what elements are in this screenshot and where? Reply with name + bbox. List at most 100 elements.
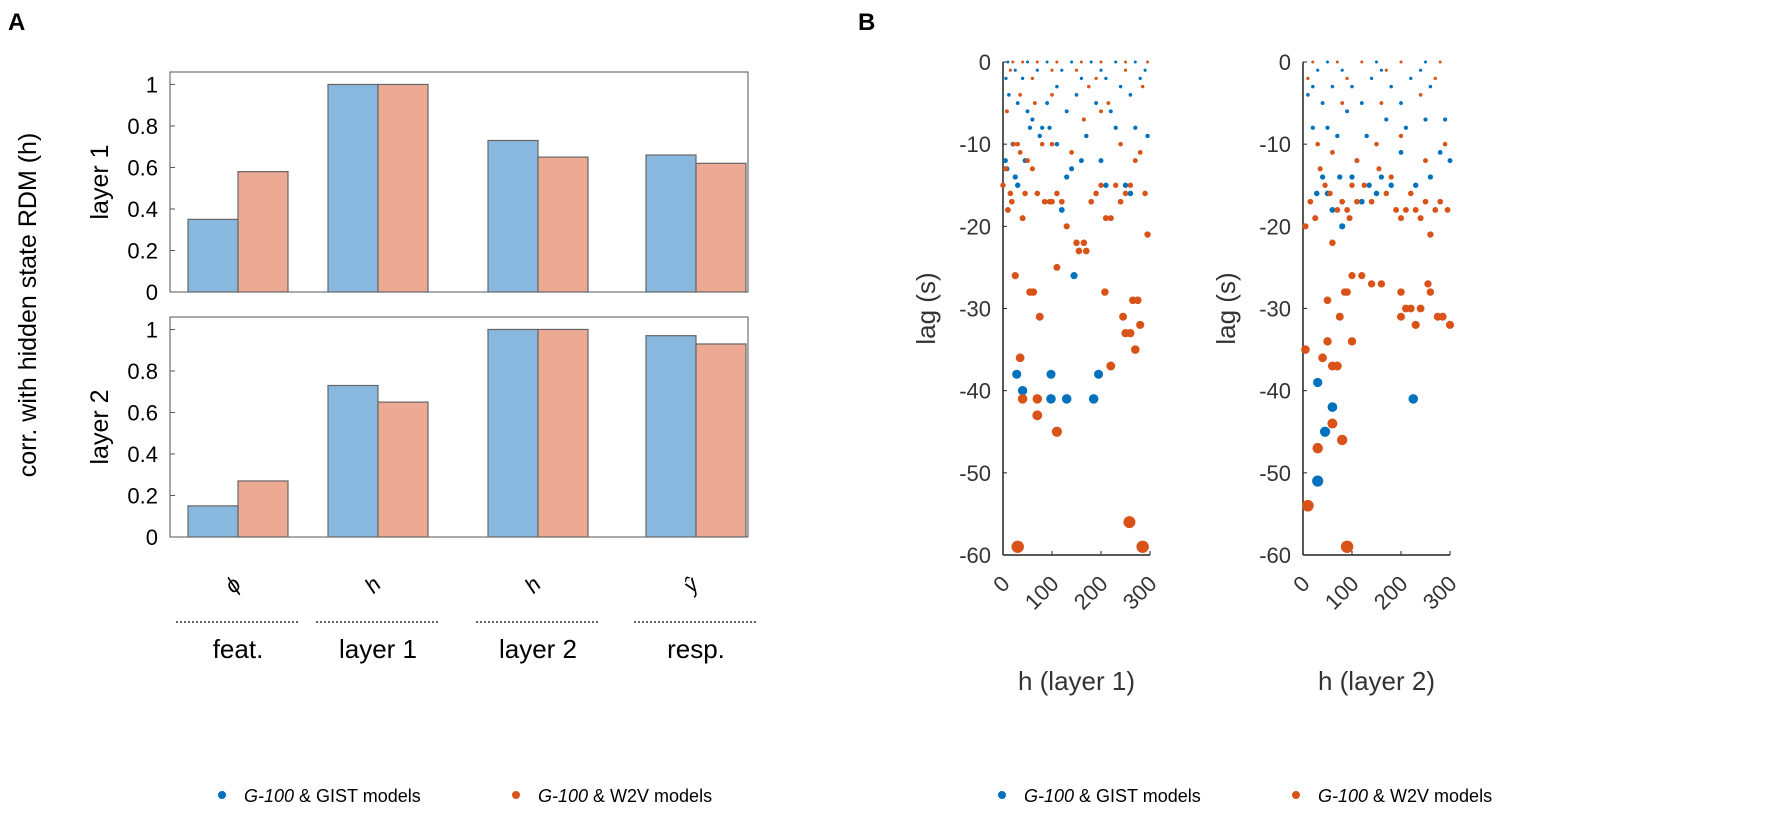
point-gist: [1447, 158, 1453, 164]
point-gist: [1103, 182, 1109, 188]
y-tick-label: 0: [1279, 50, 1291, 75]
point-gist: [1403, 125, 1409, 130]
point-gist: [1007, 93, 1011, 97]
y-tick-label: -60: [1259, 543, 1291, 568]
point-w2v: [1030, 76, 1035, 81]
point-w2v: [1050, 93, 1054, 97]
point-w2v: [1312, 215, 1319, 222]
y-tick-label: -30: [959, 297, 991, 322]
y-tick-label: -10: [959, 132, 991, 157]
point-gist: [1004, 76, 1008, 81]
point-w2v: [1035, 60, 1039, 64]
point-w2v: [1113, 182, 1119, 188]
point-gist: [1133, 125, 1138, 130]
point-w2v: [1137, 150, 1143, 155]
point-w2v: [1379, 101, 1384, 105]
point-w2v: [1445, 320, 1455, 329]
point-w2v: [1015, 141, 1020, 147]
point-w2v: [1004, 206, 1011, 213]
point-w2v: [1437, 198, 1444, 205]
legend-marker-w2v: [512, 791, 520, 799]
legend-marker-w2v: [1292, 791, 1300, 799]
point-gist: [1313, 377, 1323, 388]
point-w2v: [1418, 93, 1423, 97]
point-gist: [1369, 76, 1374, 81]
y-tick-label: -40: [959, 379, 991, 404]
point-w2v: [1332, 361, 1342, 371]
bar-w2v: [377, 401, 429, 538]
x-axis-label: h (layer 1): [1018, 666, 1135, 696]
point-gist: [1424, 60, 1427, 64]
panel-label-b: B: [858, 9, 875, 36]
point-w2v: [1444, 206, 1451, 213]
legend-italic: G-100: [1024, 786, 1074, 806]
y-tick-label: -10: [1259, 132, 1291, 157]
x-tick-label: 0: [1288, 571, 1314, 597]
point-gist: [1108, 109, 1113, 114]
point-w2v: [1399, 60, 1403, 64]
point-gist: [1339, 223, 1346, 230]
point-w2v: [1397, 215, 1405, 222]
point-w2v: [1087, 84, 1091, 89]
point-w2v: [1368, 198, 1375, 205]
legend-italic: G-100: [244, 786, 294, 806]
point-w2v: [1017, 150, 1023, 155]
x-tick-label: 100: [1320, 571, 1364, 615]
point-gist: [1025, 109, 1030, 114]
point-w2v: [1327, 418, 1338, 429]
x-tick-label: 0: [988, 571, 1014, 597]
point-w2v: [1422, 198, 1429, 205]
point-w2v: [1416, 304, 1425, 313]
point-gist: [1030, 117, 1035, 122]
point-w2v: [1334, 206, 1341, 213]
point-gist: [1037, 133, 1042, 139]
point-gist: [1319, 426, 1331, 437]
legend-text: & GIST models: [294, 786, 421, 806]
point-gist: [1061, 394, 1072, 404]
point-w2v: [1088, 198, 1095, 205]
point-gist: [1345, 109, 1350, 114]
bar-gist: [187, 218, 239, 293]
point-w2v: [1122, 190, 1129, 197]
y-tick-label: 0.6: [127, 155, 158, 180]
category-symbol: ϕ: [220, 572, 246, 598]
point-w2v: [1102, 215, 1109, 222]
point-gist: [1364, 133, 1369, 139]
bar-w2v: [377, 83, 429, 293]
bar-gist: [487, 139, 539, 293]
point-gist: [1026, 60, 1029, 64]
point-w2v: [1029, 288, 1038, 296]
point-gist: [1145, 133, 1150, 139]
point-w2v: [1136, 540, 1149, 554]
point-w2v: [1019, 215, 1026, 222]
point-w2v: [1302, 223, 1309, 230]
point-gist: [1409, 76, 1413, 81]
point-w2v: [1402, 206, 1409, 213]
legend-text: & W2V models: [588, 786, 712, 806]
bar-gist: [327, 83, 379, 293]
group-label: layer 1: [339, 634, 417, 664]
point-w2v: [1349, 182, 1355, 188]
y-tick-label: 0: [979, 50, 991, 75]
y-tick-label: -20: [1259, 214, 1291, 239]
point-w2v: [1073, 239, 1080, 247]
point-w2v: [1312, 442, 1323, 454]
y-tick-label: 0.6: [127, 400, 158, 425]
point-w2v: [1374, 141, 1379, 147]
point-w2v: [1053, 263, 1061, 271]
point-w2v: [1340, 540, 1354, 554]
point-w2v: [1307, 198, 1314, 205]
point-w2v: [1377, 280, 1386, 288]
point-gist: [1375, 60, 1378, 64]
point-w2v: [1354, 158, 1360, 164]
point-w2v: [1123, 516, 1136, 529]
legend-marker-gist: [998, 791, 1006, 799]
point-gist: [1312, 475, 1324, 487]
panel-label-a: A: [8, 9, 25, 36]
y-tick-label: 0: [146, 525, 158, 550]
point-w2v: [1123, 68, 1128, 72]
point-w2v: [1358, 272, 1366, 280]
point-gist: [1015, 182, 1021, 188]
y-tick-label: 0.2: [127, 483, 158, 508]
